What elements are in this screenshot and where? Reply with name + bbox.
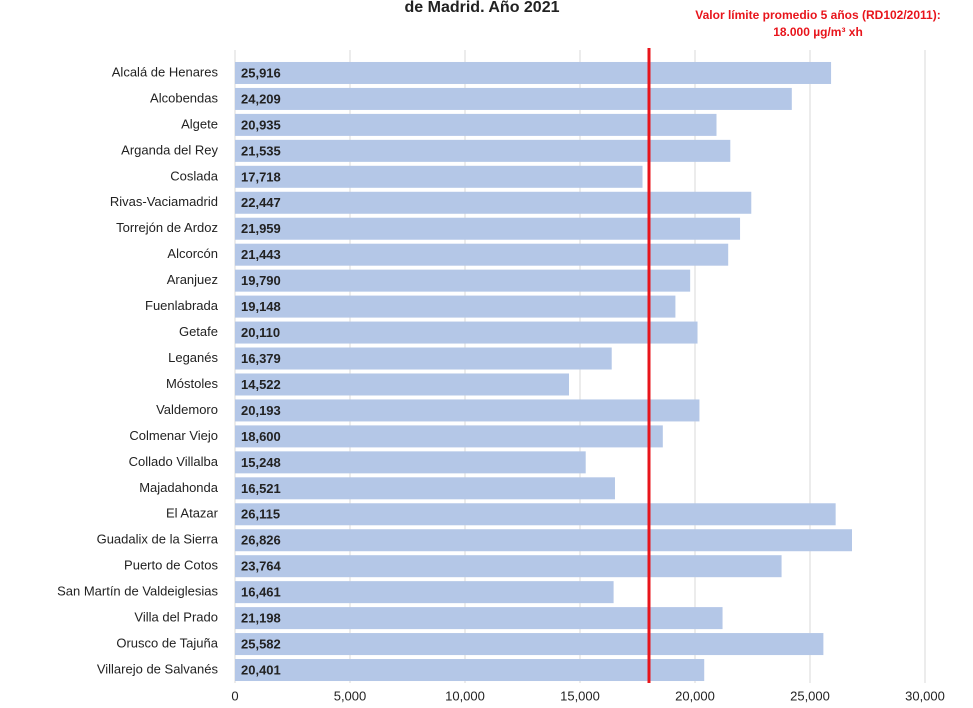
- value-label: 23,764: [241, 559, 282, 574]
- category-label: Valdemoro: [156, 402, 218, 417]
- bar: [235, 555, 782, 578]
- category-label: Alcobendas: [150, 90, 218, 105]
- category-label: Getafe: [179, 324, 218, 339]
- bar: [235, 659, 705, 682]
- x-tick-label: 0: [231, 688, 238, 703]
- value-label: 16,521: [241, 481, 281, 496]
- category-label: Coslada: [170, 168, 218, 183]
- x-tick-label: 10,000: [445, 688, 485, 703]
- bar: [235, 425, 663, 448]
- bar: [235, 633, 824, 656]
- category-label: El Atazar: [166, 506, 219, 521]
- bar: [235, 165, 643, 188]
- category-label: Guadalix de la Sierra: [97, 532, 219, 547]
- bar: [235, 191, 752, 214]
- bar: [235, 451, 586, 474]
- value-label: 15,248: [241, 455, 281, 470]
- value-label: 21,198: [241, 611, 281, 626]
- category-label: Fuenlabrada: [145, 298, 219, 313]
- value-label: 17,718: [241, 169, 281, 184]
- bar: [235, 217, 741, 240]
- value-label: 26,826: [241, 533, 281, 548]
- bar: [235, 61, 832, 84]
- bar: [235, 503, 836, 526]
- bar: [235, 477, 615, 500]
- category-label: San Martín de Valdeiglesias: [57, 584, 218, 599]
- x-tick-label: 5,000: [334, 688, 367, 703]
- value-label: 20,110: [241, 325, 280, 340]
- annotation: Valor límite promedio 5 años (RD102/2011…: [695, 8, 940, 22]
- value-label: 26,115: [241, 507, 280, 522]
- annotation: 18.000 µg/m³ xh: [773, 25, 863, 39]
- value-label: 25,916: [241, 65, 281, 80]
- x-tick-label: 30,000: [905, 688, 945, 703]
- x-tick-label: 25,000: [790, 688, 830, 703]
- value-label: 20,401: [241, 662, 281, 677]
- category-label: Alcalá de Henares: [112, 64, 219, 79]
- category-label: Móstoles: [166, 376, 219, 391]
- category-label: Torrejón de Ardoz: [116, 220, 218, 235]
- category-label: Alcorcón: [167, 246, 218, 261]
- bar: [235, 607, 723, 630]
- category-label: Aranjuez: [167, 272, 218, 287]
- value-label: 21,959: [241, 221, 281, 236]
- category-label: Leganés: [168, 350, 218, 365]
- bar: [235, 373, 570, 396]
- value-label: 24,209: [241, 91, 281, 106]
- category-label: Arganda del Rey: [121, 142, 218, 157]
- value-label: 19,148: [241, 299, 281, 314]
- value-label: 20,935: [241, 117, 281, 132]
- category-label: Colmenar Viejo: [129, 428, 218, 443]
- value-label: 16,461: [241, 585, 281, 600]
- category-label: Rivas-Vaciamadrid: [110, 194, 218, 209]
- category-label: Majadahonda: [139, 480, 219, 495]
- category-label: Puerto de Cotos: [124, 558, 218, 573]
- bar: [235, 581, 614, 604]
- category-label: Orusco de Tajuña: [116, 636, 218, 651]
- value-label: 19,790: [241, 273, 281, 288]
- bar: [235, 295, 676, 318]
- value-label: 21,535: [241, 143, 281, 158]
- chart-title: de Madrid. Año 2021: [405, 0, 560, 16]
- category-label: Collado Villalba: [129, 454, 219, 469]
- category-label: Algete: [181, 116, 218, 131]
- bar: [235, 529, 852, 552]
- category-label: Villarejo de Salvanés: [97, 661, 219, 676]
- bar: [235, 321, 698, 344]
- value-label: 20,193: [241, 403, 281, 418]
- value-label: 22,447: [241, 195, 281, 210]
- bar: [235, 87, 792, 110]
- x-tick-label: 20,000: [675, 688, 715, 703]
- bar: [235, 113, 717, 136]
- value-label: 21,443: [241, 247, 281, 262]
- bar: [235, 139, 731, 162]
- value-label: 16,379: [241, 351, 281, 366]
- bar: [235, 269, 691, 292]
- bar: [235, 243, 729, 266]
- bar: [235, 399, 700, 422]
- value-label: 18,600: [241, 429, 281, 444]
- bar: [235, 347, 612, 370]
- category-label: Villa del Prado: [134, 610, 218, 625]
- value-label: 25,582: [241, 637, 281, 652]
- x-tick-label: 15,000: [560, 688, 600, 703]
- value-label: 14,522: [241, 377, 281, 392]
